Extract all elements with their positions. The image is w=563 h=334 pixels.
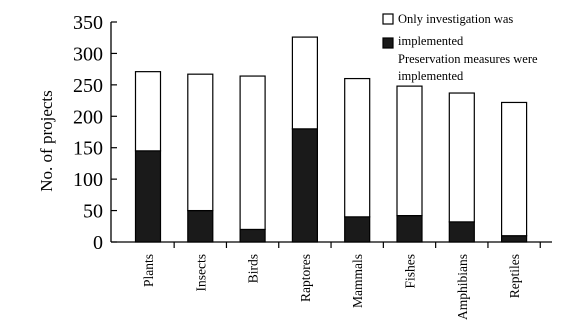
x-tick-label: Birds xyxy=(246,254,261,283)
bar-segment-preservation xyxy=(134,150,162,243)
y-tick-label: 300 xyxy=(73,43,103,65)
y-tick-label: 200 xyxy=(73,106,103,128)
bar-segment-preservation xyxy=(187,209,214,243)
bars-group xyxy=(134,36,528,243)
x-axis-ticks: Plants Insects Birds Raptores Mammals Fishes A… xyxy=(141,242,541,320)
bar-segment-investigation xyxy=(448,92,475,223)
y-tick-label: 150 xyxy=(73,138,103,160)
x-tick-label: Plants xyxy=(141,254,156,287)
bar-segment-preservation xyxy=(448,221,475,243)
bar-segment-investigation xyxy=(187,73,214,212)
x-tick-label: Fishes xyxy=(403,254,418,289)
y-tick-label: 50 xyxy=(83,201,103,223)
x-tick-label: Mammals xyxy=(350,254,365,308)
bar-segment-investigation xyxy=(291,36,318,130)
y-tick-label: 100 xyxy=(73,169,103,191)
bar-segment-investigation xyxy=(344,77,371,218)
legend-label-preservation-line2: implemented xyxy=(398,69,464,83)
y-tick-label: 350 xyxy=(73,12,103,34)
bar-segment-preservation xyxy=(239,228,266,243)
bar-segment-preservation xyxy=(344,216,371,243)
legend: Only investigation was implemented Prese… xyxy=(382,12,538,83)
y-tick-label: 0 xyxy=(93,232,103,254)
bar-segment-preservation xyxy=(396,215,423,243)
legend-swatch-preservation xyxy=(382,37,394,49)
legend-label-investigation-line2: implemented xyxy=(398,34,464,48)
bar-segment-investigation xyxy=(396,85,423,217)
x-tick-label: Insects xyxy=(193,254,208,292)
legend-label-investigation-line1: Only investigation was xyxy=(398,12,513,26)
bar-segment-investigation xyxy=(134,71,162,152)
y-axis-label: No. of projects xyxy=(37,90,56,192)
bar-segment-preservation xyxy=(501,235,528,243)
legend-swatch-investigation xyxy=(382,13,394,25)
bar-segment-investigation xyxy=(239,75,266,231)
x-tick-label: Raptores xyxy=(298,254,313,302)
bar-segment-preservation xyxy=(291,128,318,243)
bar-segment-investigation xyxy=(501,101,528,237)
x-tick-label: Amphibians xyxy=(455,254,470,320)
y-tick-label: 250 xyxy=(73,75,103,97)
y-axis-ticks: 0 50 100 150 200 250 300 350 xyxy=(73,12,117,254)
x-tick-label: Reptiles xyxy=(507,254,522,298)
legend-label-preservation-line1: Preservation measures were xyxy=(398,52,538,66)
